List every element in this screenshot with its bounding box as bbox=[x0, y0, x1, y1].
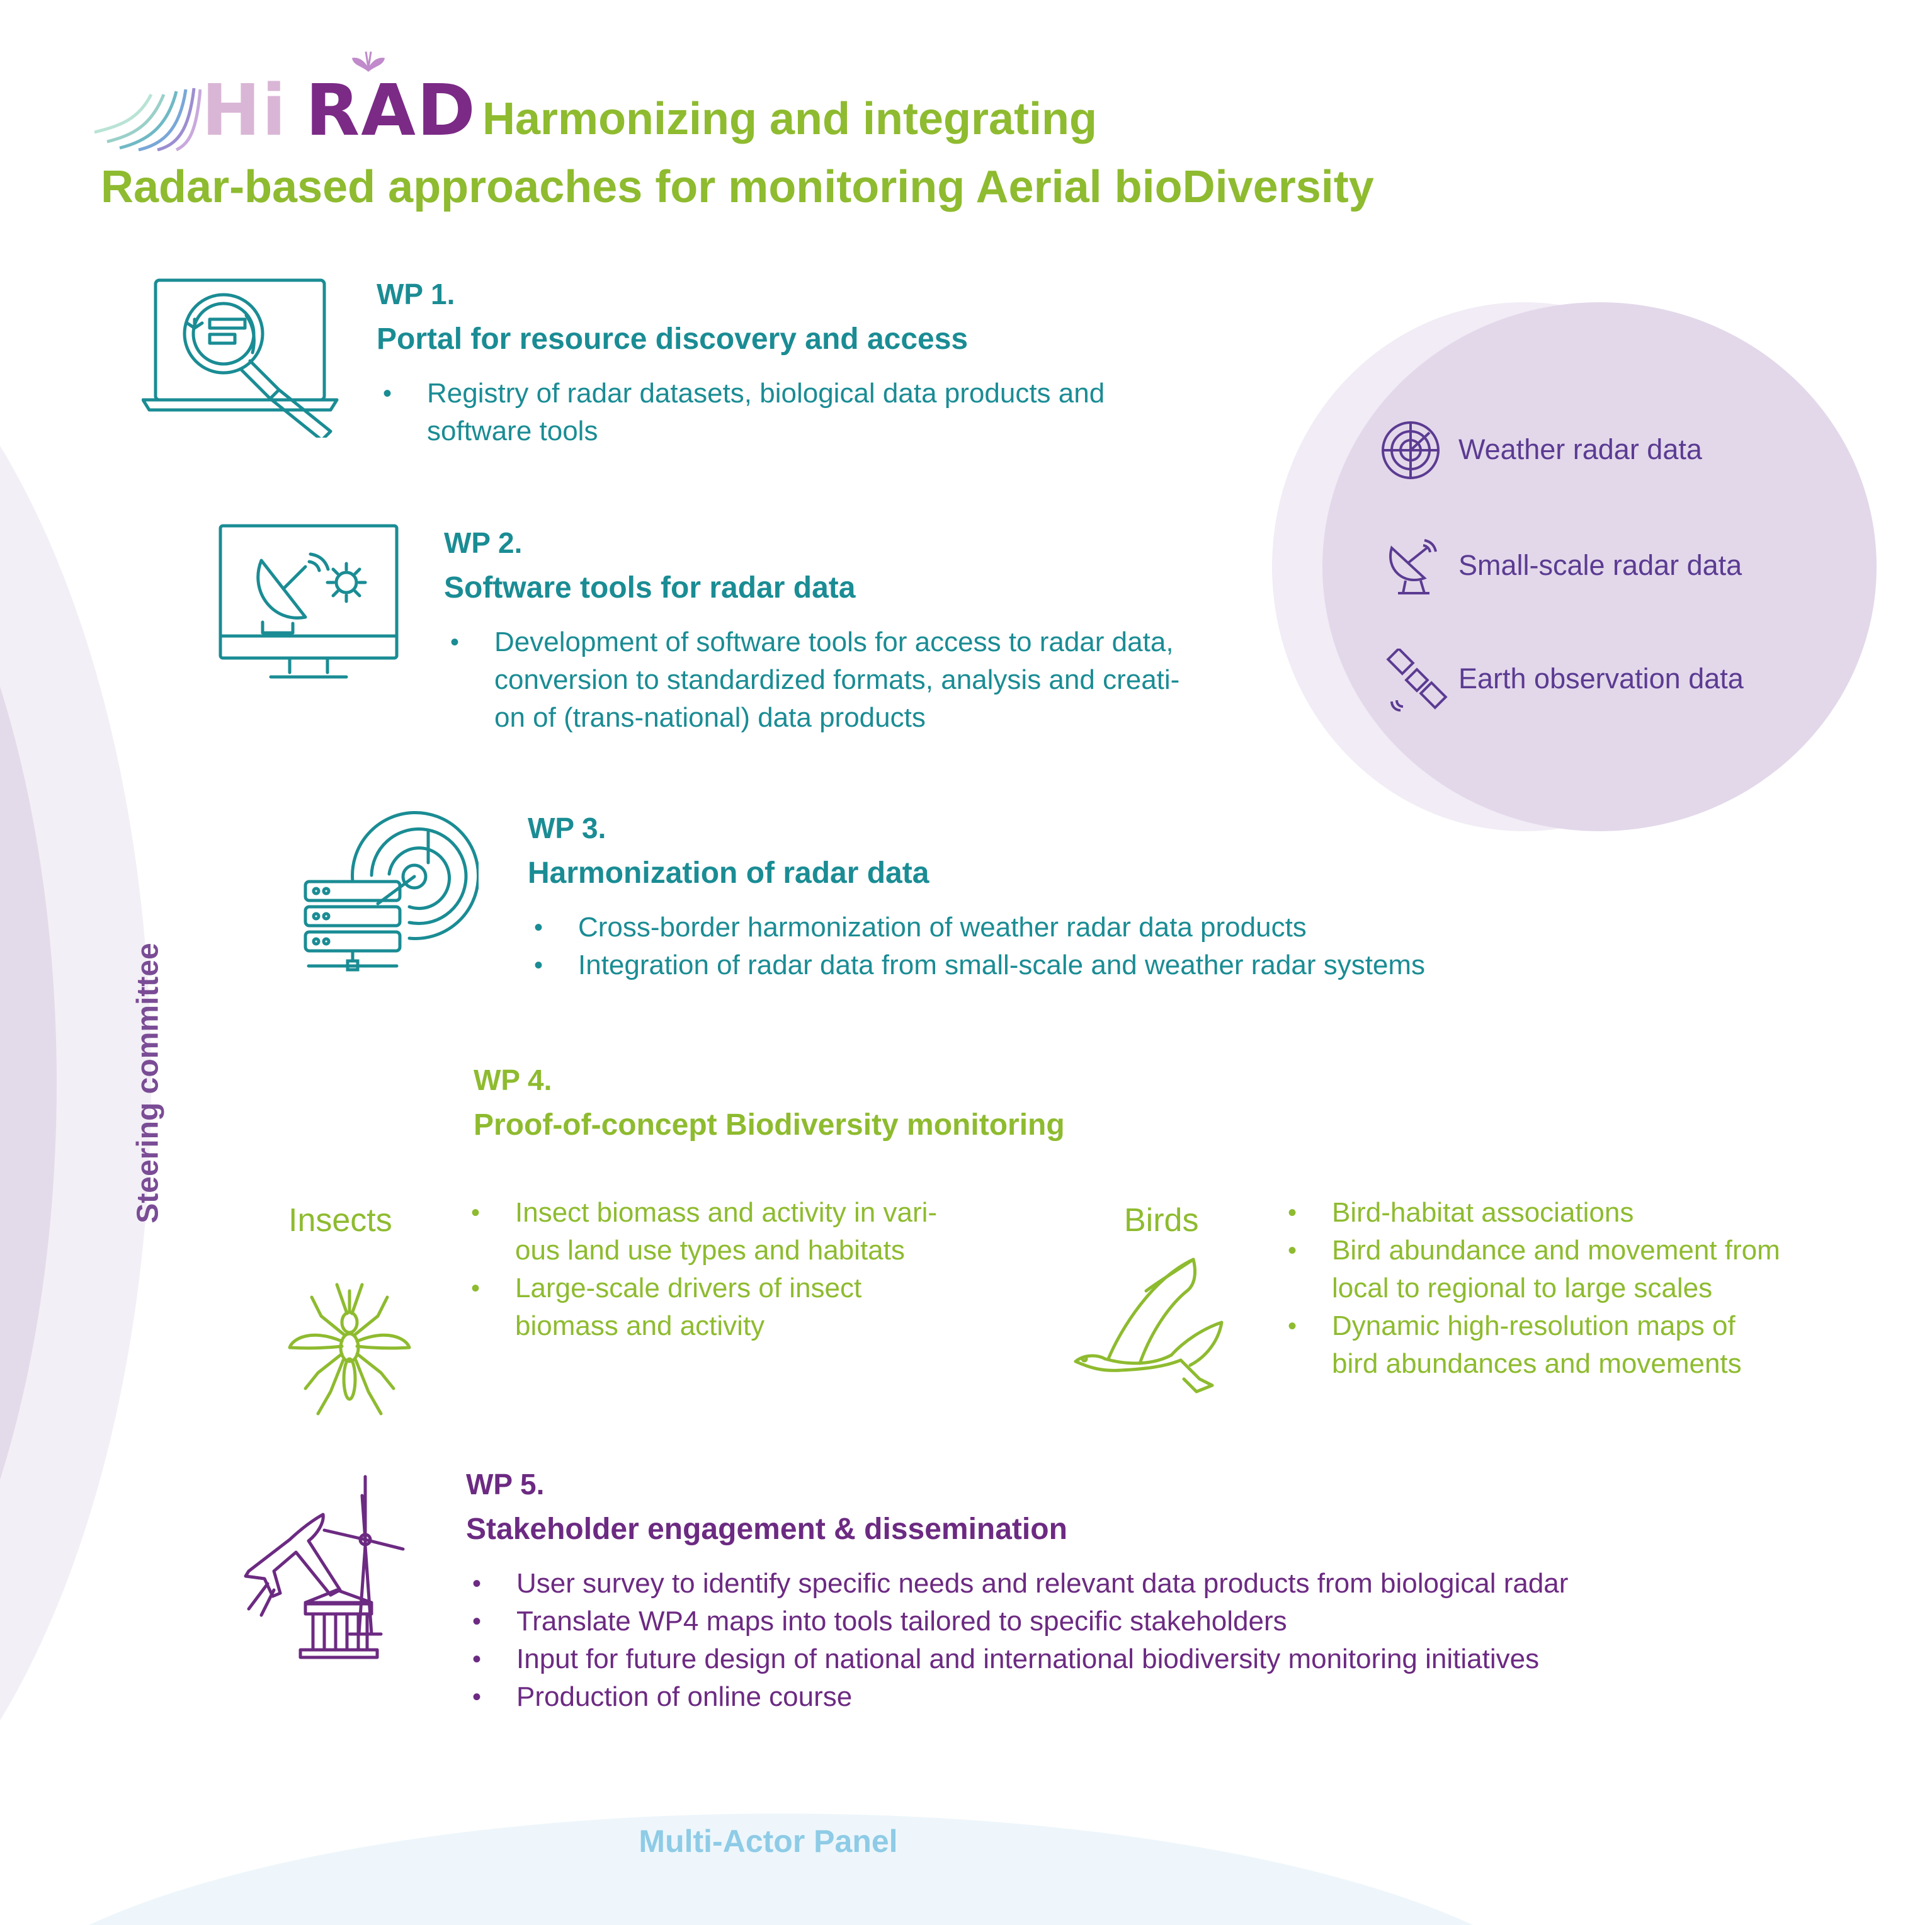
data-source-weather-radar: Weather radar data bbox=[1458, 433, 1702, 465]
wp1-bullet-1: Registry of radar datasets, biological d… bbox=[377, 375, 1105, 412]
logo-rad: RAD bbox=[305, 70, 477, 152]
wp4-heading: WP 4. Proof-of-concept Biodiversity moni… bbox=[474, 1063, 1065, 1144]
birds-bullets: Bird-habitat associationsBird abundance … bbox=[1281, 1194, 1780, 1383]
wp5-bullet-2: Translate WP4 maps into tools tailored t… bbox=[466, 1603, 1568, 1640]
wp2-bullet-1-cont: conversion to standardized formats, anal… bbox=[494, 664, 1180, 696]
logo-moth-icon bbox=[352, 51, 385, 72]
insects-bullet-1: Insect biomass and activity in vari- bbox=[465, 1194, 937, 1232]
birds-bullet-2: Bird abundance and movement from bbox=[1281, 1232, 1780, 1269]
wp2-block: WP 2. Software tools for radar data Deve… bbox=[444, 526, 1179, 737]
wp5-bullet-4: Production of online course bbox=[466, 1678, 1568, 1716]
insects-label: Insects bbox=[288, 1202, 392, 1239]
data-sources-circle-front bbox=[1322, 302, 1877, 831]
wp3-title: Harmonization of radar data bbox=[528, 856, 929, 890]
wp5-block: WP 5. Stakeholder engagement & dissemina… bbox=[466, 1467, 1568, 1716]
bird-icon bbox=[1074, 1258, 1224, 1394]
insects-bullet-2-cont: biomass and activity bbox=[515, 1310, 765, 1341]
wp4-number: WP 4. bbox=[474, 1064, 552, 1096]
airplane-windturbine-building-icon bbox=[244, 1475, 405, 1659]
wp1-number: WP 1. bbox=[377, 278, 455, 310]
weather-radar-icon bbox=[1382, 421, 1440, 479]
wp2-bullet-1: Development of software tools for access… bbox=[444, 623, 1179, 661]
satellite-icon bbox=[1386, 649, 1448, 712]
steering-committee-band bbox=[0, 686, 57, 1480]
insects-bullet-2: Large-scale drivers of insect bbox=[465, 1269, 937, 1307]
wp2-bullet-1-cont: on of (trans-national) data products bbox=[494, 702, 926, 734]
wp2-title: Software tools for radar data bbox=[444, 571, 856, 605]
wp3-block: WP 3. Harmonization of radar data Cross-… bbox=[528, 811, 1425, 984]
wp3-number: WP 3. bbox=[528, 812, 606, 844]
steering-committee-label: Steering committee bbox=[131, 943, 165, 1224]
laptop-search-icon bbox=[142, 278, 339, 438]
data-source-small-scale-radar: Small-scale radar data bbox=[1458, 549, 1742, 581]
mosquito-icon bbox=[288, 1283, 411, 1416]
server-radar-icon bbox=[304, 810, 479, 972]
wp2-bullets: Development of software tools for access… bbox=[444, 623, 1179, 737]
wp4-title: Proof-of-concept Biodiversity monitoring bbox=[474, 1108, 1065, 1142]
monitor-dish-gear-icon bbox=[219, 524, 399, 679]
birds-block: Bird-habitat associationsBird abundance … bbox=[1281, 1178, 1780, 1383]
birds-bullet-1: Bird-habitat associations bbox=[1281, 1194, 1780, 1232]
wp5-bullet-1: User survey to identify specific needs a… bbox=[466, 1565, 1568, 1603]
wp2-number: WP 2. bbox=[444, 526, 523, 559]
wp3-bullet-1: Cross-border harmonization of weather ra… bbox=[528, 909, 1425, 946]
wp5-title: Stakeholder engagement & dissemination bbox=[466, 1513, 1067, 1547]
birds-bullet-3: Dynamic high-resolution maps of bbox=[1281, 1307, 1780, 1345]
birds-bullet-2-cont: local to regional to large scales bbox=[1332, 1273, 1713, 1303]
wp3-bullets: Cross-border harmonization of weather ra… bbox=[528, 909, 1425, 984]
title-line-2: Radar-based approaches for monitoring Ae… bbox=[101, 162, 1374, 212]
multi-actor-panel-band bbox=[89, 1814, 1473, 1925]
satellite-dish-icon bbox=[1389, 539, 1437, 594]
wp5-number: WP 5. bbox=[466, 1468, 545, 1501]
wp3-bullet-2: Integration of radar data from small-sca… bbox=[528, 946, 1425, 984]
logo-hi: Hi bbox=[202, 70, 288, 152]
data-source-earth-observation: Earth observation data bbox=[1458, 662, 1744, 695]
wp1-title: Portal for resource discovery and access bbox=[377, 322, 969, 356]
wp1-bullet-1-cont: software tools bbox=[427, 416, 598, 447]
insects-bullets: Insect biomass and activity in vari-ous … bbox=[465, 1194, 937, 1345]
wp1-bullets: Registry of radar datasets, biological d… bbox=[377, 375, 1105, 450]
wp5-bullets: User survey to identify specific needs a… bbox=[466, 1565, 1568, 1716]
wp1-block: WP 1. Portal for resource discovery and … bbox=[377, 277, 1105, 450]
title-line-1: Harmonizing and integrating bbox=[482, 94, 1098, 144]
logo-wave-icon bbox=[94, 88, 202, 151]
wp5-bullet-3: Input for future design of national and … bbox=[466, 1640, 1568, 1678]
multi-actor-panel-label: Multi-Actor Panel bbox=[639, 1824, 898, 1859]
birds-bullet-3-cont: bird abundances and movements bbox=[1332, 1348, 1742, 1379]
insects-block: Insect biomass and activity in vari-ous … bbox=[465, 1178, 937, 1345]
birds-label: Birds bbox=[1124, 1202, 1199, 1239]
steering-committee-band-outer bbox=[0, 446, 151, 1720]
insects-bullet-1-cont: ous land use types and habitats bbox=[515, 1235, 905, 1266]
